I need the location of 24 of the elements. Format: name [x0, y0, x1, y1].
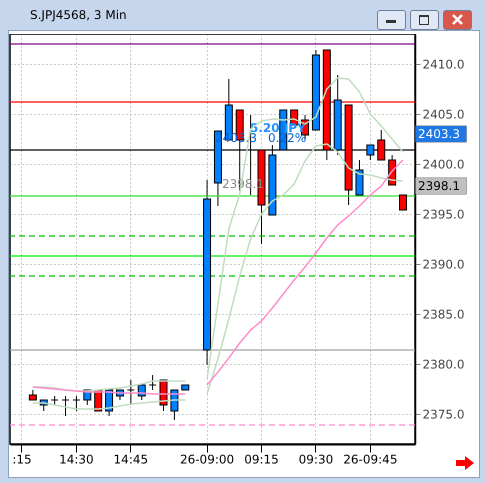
candlestick	[72, 396, 80, 412]
chart-title: S.JPJ4568, 3 Min	[30, 8, 127, 22]
text: 2398.1	[418, 179, 460, 193]
y-tick-label: 2385.0	[422, 308, 464, 322]
y-tick-label: 2380.0	[422, 358, 464, 372]
x-tick-label: 14:30	[59, 452, 94, 466]
y-tick-label: 2395.0	[422, 208, 464, 222]
x-tick-label: 09:15	[244, 452, 279, 466]
y-tick-label: 2390.0	[422, 258, 464, 272]
y-tick-label: 2410.0	[422, 58, 464, 72]
x-tick-label: :15	[12, 452, 32, 466]
candlestick	[28, 390, 37, 400]
x-tick-label: 14:45	[114, 452, 148, 466]
candlestick	[62, 396, 70, 416]
candlestick	[126, 380, 135, 406]
y-tick-label: 2400.0	[422, 158, 464, 172]
candlestick	[399, 194, 408, 210]
x-tick-label: 09:30	[298, 452, 334, 466]
x-tick-label: 26-09:45	[343, 452, 398, 466]
x-tick-label: 26-09:00	[180, 452, 234, 466]
y-tick-label: 2375.0	[422, 408, 464, 422]
candlestick	[148, 374, 157, 390]
y-tick-label: 2405.0	[422, 108, 464, 122]
text: 2403.3	[418, 127, 460, 141]
